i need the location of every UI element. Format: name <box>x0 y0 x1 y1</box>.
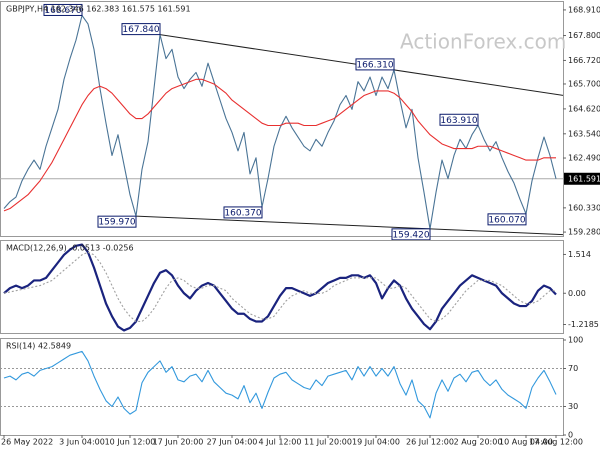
annotation-label: 160.070 <box>488 215 525 225</box>
x-tick-label: 27 Jun 04:00 <box>207 438 258 447</box>
y-tick-label: 165.700 <box>568 79 600 88</box>
last-price-box <box>564 172 600 185</box>
x-tick-label: 11 Jul 20:00 <box>304 438 352 447</box>
series-line <box>3 14 557 230</box>
annotation-box <box>355 58 395 71</box>
annotation-box <box>439 113 479 126</box>
annotation-label: 167.840 <box>122 25 159 35</box>
annotation-label: 160.370 <box>224 208 261 218</box>
x-tick-label: 17 Jun 20:00 <box>153 438 204 447</box>
y-tick-label: 70 <box>568 364 578 373</box>
x-tick-label: 26 Jul 12:00 <box>406 438 454 447</box>
x-tick-label: 4 Jul 12:00 <box>259 438 302 447</box>
y-tick-label: 0.00 <box>568 289 586 298</box>
series-line <box>3 350 557 419</box>
series-line <box>3 243 557 332</box>
annotation-box <box>223 206 263 219</box>
annotation-box <box>391 228 431 241</box>
annotation-box <box>487 213 527 226</box>
x-tick-label: 2 Aug 20:00 <box>454 438 503 447</box>
x-tick-label: 10 Jun 12:00 <box>105 438 156 447</box>
x-tick-label: 10 Aug 04:00 <box>499 438 553 447</box>
annotation-label: 159.970 <box>98 218 135 228</box>
series-line <box>3 78 556 212</box>
annotation-label: 163.910 <box>440 116 477 126</box>
last-price-label: 161.591 <box>568 174 600 183</box>
panel-title: RSI(14) 42.5849 <box>6 342 71 351</box>
y-tick-label: 159.280 <box>568 228 600 237</box>
panel-frame <box>0 338 564 436</box>
y-tick-label: 168.910 <box>568 5 600 14</box>
y-tick-label: 100 <box>568 336 583 345</box>
y-tick-label: 166.720 <box>568 56 600 65</box>
y-tick-label: 1.514 <box>568 250 591 259</box>
annotation-label: 168.670 <box>44 6 81 16</box>
y-tick-label: 163.540 <box>568 129 600 138</box>
annotation-box <box>121 23 161 36</box>
trendline <box>135 215 564 236</box>
y-tick-label: 30 <box>568 402 578 411</box>
annotation-label: 159.420 <box>392 230 429 240</box>
panel-frame <box>0 240 564 334</box>
annotation-box <box>97 215 137 228</box>
x-tick-label: 19 Jul 04:00 <box>352 438 400 447</box>
panel-frame <box>0 1 564 237</box>
y-tick-label: 162.490 <box>568 154 600 163</box>
panel-title: MACD(12,26,9) -0.0513 -0.0256 <box>6 244 134 253</box>
x-tick-label: 3 Jun 04:00 <box>59 438 105 447</box>
y-tick-label: 160.330 <box>568 203 600 212</box>
y-tick-label: 164.620 <box>568 104 600 113</box>
annotation-box <box>43 3 83 16</box>
y-tick-label: 167.800 <box>568 31 600 40</box>
annotation-label: 166.310 <box>356 60 393 70</box>
panel-title: GBPJPY,H4 162.346 162.383 161.575 161.59… <box>6 5 191 14</box>
y-tick-label: 0 <box>568 431 573 440</box>
y-tick-label: -1.2185 <box>568 320 599 329</box>
watermark: ActionForex.com <box>400 30 566 54</box>
x-tick-label: 17 Aug 12:00 <box>529 438 583 447</box>
x-tick-label: 26 May 2022 <box>1 438 53 447</box>
series-line <box>3 251 556 323</box>
